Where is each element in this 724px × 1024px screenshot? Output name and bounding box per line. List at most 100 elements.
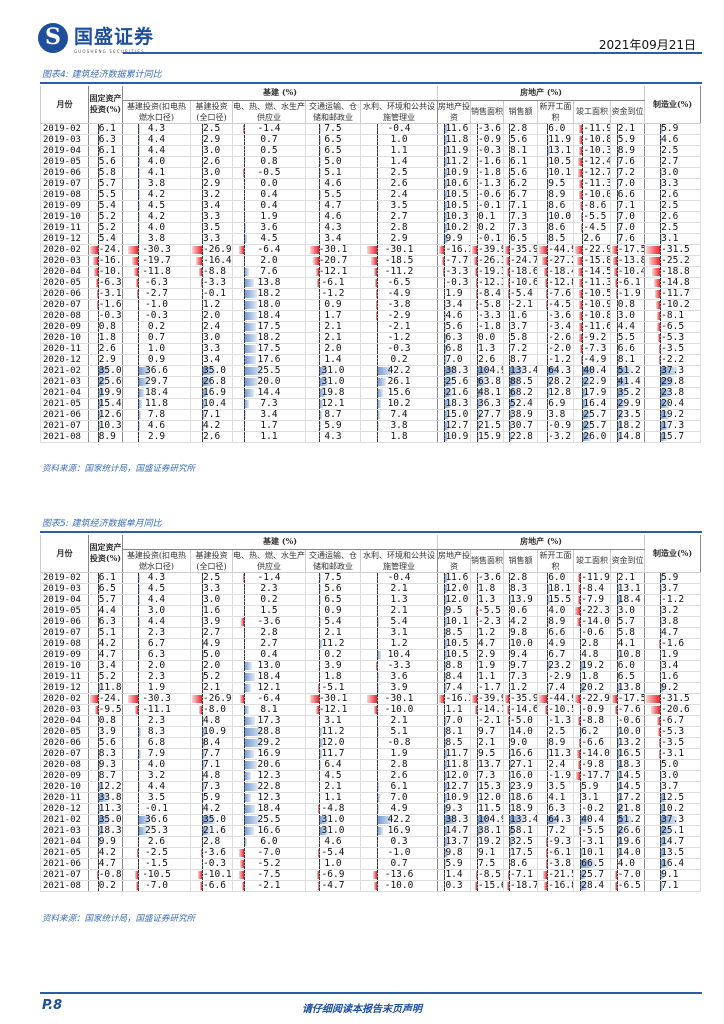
data-cell: -7.0 — [232, 846, 306, 859]
positive-data-bar — [138, 377, 148, 386]
cell-value: -1.2 — [548, 354, 572, 365]
positive-data-bar — [477, 366, 491, 375]
cell-value: -8.1 — [661, 310, 685, 321]
bar-axis — [243, 124, 245, 133]
data-cell: 3.1 — [359, 626, 439, 639]
data-cell: 7.3 — [470, 769, 505, 782]
data-cell: 5.1 — [88, 626, 123, 639]
bar-axis — [477, 168, 479, 177]
cell-value: 6.6 — [617, 189, 635, 200]
header-fixed-asset: 固定资产投资(%) — [88, 535, 123, 573]
cell-value: -2.2 — [661, 354, 685, 365]
cell-value: 3.3 — [203, 233, 221, 244]
cell-value: 4.2 — [203, 803, 221, 814]
data-cell: 3.0 — [610, 309, 646, 322]
cell-value: 6.3 — [548, 803, 566, 814]
cell-value: 4.0 — [147, 156, 166, 167]
cell-value: 6.4 — [324, 759, 342, 770]
data-cell: 25.7 — [573, 408, 612, 421]
row-month: 2019-04 — [40, 144, 89, 157]
row-month: 2020-10 — [40, 780, 89, 793]
data-cell: 3.0 — [190, 331, 233, 344]
data-cell: -0.1 — [470, 232, 505, 245]
row-month: 2020-08 — [40, 309, 89, 322]
data-cell: 2.5 — [190, 571, 233, 584]
data-cell: -1.2 — [644, 593, 702, 606]
data-cell: 1.9 — [644, 648, 702, 661]
data-cell: 13.2 — [610, 736, 646, 749]
data-cell: 35.0 — [190, 813, 233, 826]
cell-value: 1.6 — [203, 605, 221, 616]
data-cell: 4.5 — [122, 582, 191, 595]
positive-data-bar — [477, 377, 486, 386]
data-cell: 40.4 — [573, 364, 612, 377]
data-cell: -30.3 — [122, 692, 191, 705]
bar-axis — [243, 694, 245, 703]
data-cell: -11.3 — [573, 177, 612, 190]
bar-axis — [97, 366, 99, 375]
data-cell: 8.4 — [190, 736, 233, 749]
bar-axis — [377, 223, 379, 232]
bar-axis — [243, 672, 245, 681]
data-cell: 2.3 — [122, 626, 191, 639]
cell-value: 7.1 — [661, 880, 679, 891]
data-cell: 7.8 — [122, 408, 191, 421]
cell-value: 13.7 — [478, 759, 501, 770]
data-cell: 14.7 — [644, 835, 702, 848]
bar-axis — [97, 311, 99, 320]
bar-axis — [582, 366, 584, 375]
data-cell: 33.8 — [88, 791, 123, 804]
data-cell: 4.6 — [305, 177, 361, 190]
data-cell: 8.6 — [537, 199, 575, 212]
cell-value: 26.8 — [203, 376, 226, 387]
cell-value: 18.4 — [257, 803, 281, 814]
negative-data-bar — [578, 311, 583, 320]
bar-axis — [97, 179, 99, 188]
data-cell: -18.4 — [537, 265, 575, 278]
data-cell: -3.3 — [190, 276, 233, 289]
cell-value: 12.3 — [257, 792, 281, 803]
cell-value: 3.7 — [510, 321, 528, 332]
cell-value: -1.8 — [478, 167, 501, 178]
cell-value: 3.6 — [260, 222, 278, 233]
table-monthly-yoy: 月份 固定资产投资(%) 基建 (%) 房地产 (%) 制造业(%) 基建投资(扣电热燃水… — [40, 535, 702, 892]
positive-data-bar — [202, 388, 209, 397]
positive-data-bar — [444, 606, 448, 615]
data-cell: -3.1 — [644, 747, 702, 760]
negative-data-bar — [539, 245, 548, 254]
positive-data-bar — [202, 366, 216, 375]
cell-value: 4.4 — [147, 781, 166, 792]
positive-data-bar — [444, 432, 449, 441]
bar-axis — [477, 311, 479, 320]
negative-data-bar — [376, 322, 378, 331]
cell-value: -24.5 — [98, 693, 122, 704]
row-month: 2019-05 — [40, 604, 89, 617]
data-cell: -2.7 — [122, 287, 191, 300]
cell-value: -1.7 — [478, 682, 501, 693]
data-cell: -1.5 — [122, 857, 191, 870]
data-cell: 3.2 — [122, 769, 191, 782]
data-cell: 9.3 — [88, 758, 123, 771]
cell-value: 10.5 — [445, 638, 469, 649]
data-cell: -19.7 — [122, 254, 191, 267]
cell-value: 13.2 — [617, 737, 641, 748]
header-real-estate-2: 销售额 — [503, 100, 539, 124]
cell-value: 7.0 — [445, 715, 463, 726]
bar-axis — [660, 355, 662, 364]
cell-value: 4.8 — [203, 770, 221, 781]
data-cell: 6.0 — [537, 122, 575, 135]
cell-value: 8.3 — [147, 726, 166, 737]
cell-value: -10.0 — [384, 880, 414, 891]
bar-axis — [444, 421, 446, 430]
data-cell: -10.2 — [644, 298, 702, 311]
cell-value: 0.2 — [98, 880, 116, 891]
bar-axis — [97, 322, 99, 331]
cell-value: 28.4 — [581, 880, 605, 891]
cell-value: -5.4 — [321, 847, 345, 858]
bar-axis — [509, 573, 510, 582]
cell-value: 1.5 — [260, 605, 278, 616]
data-cell: -8.0 — [190, 703, 233, 716]
positive-data-bar — [444, 333, 447, 342]
bar-axis — [477, 344, 479, 353]
data-cell: 7.2 — [503, 342, 539, 355]
